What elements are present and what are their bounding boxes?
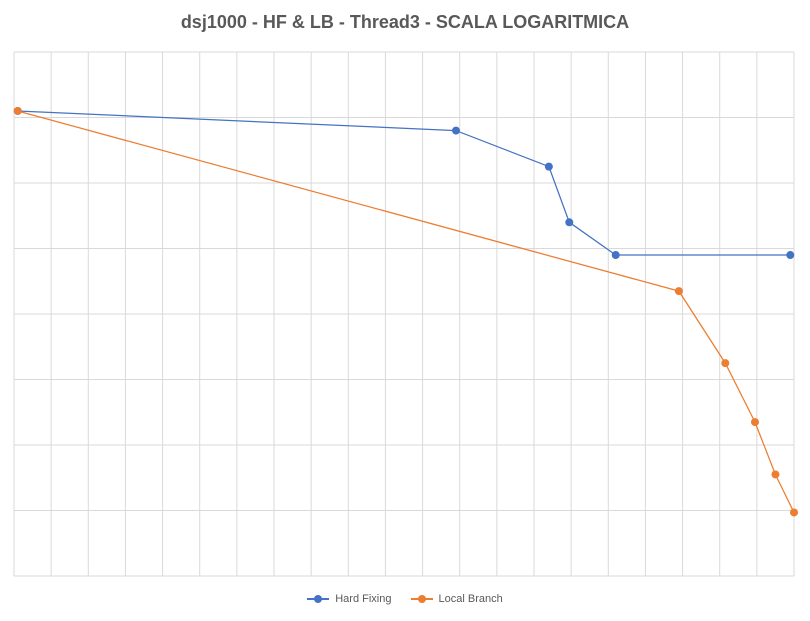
- data-point-local-branch: [674, 287, 683, 296]
- data-point-hard-fixing: [565, 218, 574, 227]
- legend-label-hard-fixing: Hard Fixing: [335, 593, 392, 605]
- chart-title: dsj1000 - HF & LB - Thread3 - SCALA LOGA…: [180, 12, 630, 32]
- legend-swatch-hard-fixing: [307, 594, 330, 604]
- data-point-local-branch: [721, 359, 730, 368]
- legend-item-local-branch[interactable]: Local Branch: [410, 593, 503, 605]
- data-point-hard-fixing: [786, 251, 795, 260]
- legend: Hard Fixing Local Branch: [0, 593, 810, 607]
- series-line-hard-fixing: [17, 110, 791, 256]
- series-line-local-branch: [17, 110, 795, 513]
- series-layer: [13, 106, 798, 517]
- data-point-hard-fixing: [611, 251, 620, 260]
- grid-lines: [13, 51, 795, 577]
- data-point-local-branch: [751, 418, 759, 427]
- data-point-hard-fixing: [544, 162, 553, 171]
- data-point-hard-fixing: [452, 126, 460, 135]
- data-point-local-branch: [13, 106, 22, 115]
- legend-label-local-branch: Local Branch: [438, 593, 503, 605]
- legend-item-hard-fixing[interactable]: Hard Fixing: [307, 593, 391, 605]
- data-point-local-branch: [790, 508, 798, 517]
- data-point-local-branch: [771, 470, 780, 479]
- legend-swatch-local-branch: [410, 594, 433, 604]
